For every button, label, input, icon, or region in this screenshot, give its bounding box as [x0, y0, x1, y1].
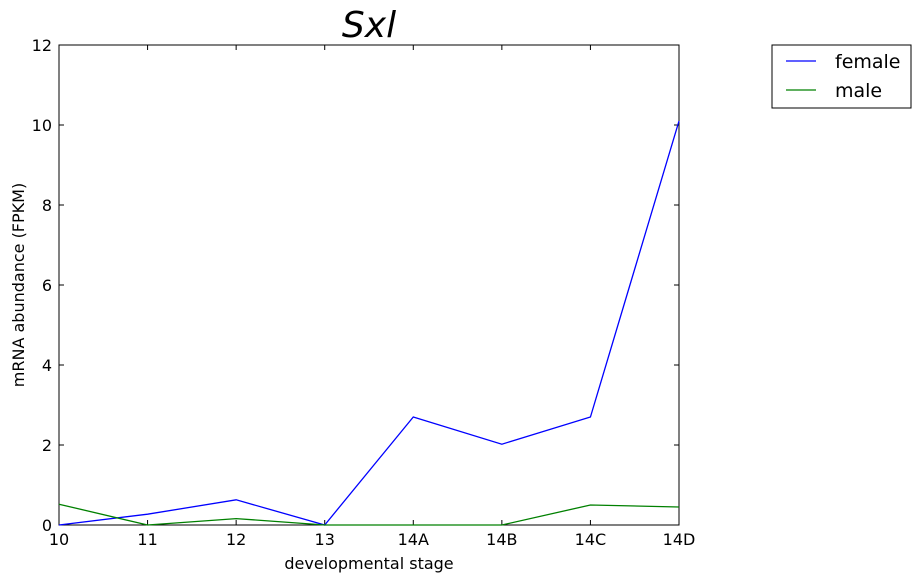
x-tick-label: 12	[226, 530, 246, 549]
x-tick-label: 14D	[663, 530, 696, 549]
y-tick-label: 4	[42, 356, 52, 375]
y-tick-label: 0	[42, 516, 52, 535]
legend-label-female: female	[835, 51, 901, 73]
x-tick-label: 14B	[486, 530, 517, 549]
x-tick-label: 10	[49, 530, 69, 549]
y-axis-label: mRNA abundance (FPKM)	[9, 183, 28, 387]
series-line-female	[58, 120, 680, 526]
y-tick-label: 8	[42, 196, 52, 215]
legend-label-male: male	[835, 80, 882, 102]
plot-area	[58, 44, 680, 526]
x-tick-label: 11	[137, 530, 157, 549]
y-tick-label: 2	[42, 436, 52, 455]
x-tick-label: 14C	[575, 530, 607, 549]
x-axis-label: developmental stage	[284, 554, 453, 573]
series-line-male	[58, 503, 680, 526]
y-tick-label: 12	[32, 36, 52, 55]
x-tick-label: 14A	[398, 530, 429, 549]
y-tick-label: 6	[42, 276, 52, 295]
legend: female male	[771, 44, 912, 109]
x-tick-label: 13	[315, 530, 335, 549]
y-axis: 0 2 4 6 8 10 12	[32, 36, 679, 535]
y-tick-label: 10	[32, 116, 52, 135]
series-lines	[58, 120, 680, 526]
legend-box	[771, 44, 912, 109]
chart-title: Sxl	[342, 5, 396, 46]
x-axis: 10 11 12 13 14A 14B 14C 14D	[49, 45, 696, 549]
